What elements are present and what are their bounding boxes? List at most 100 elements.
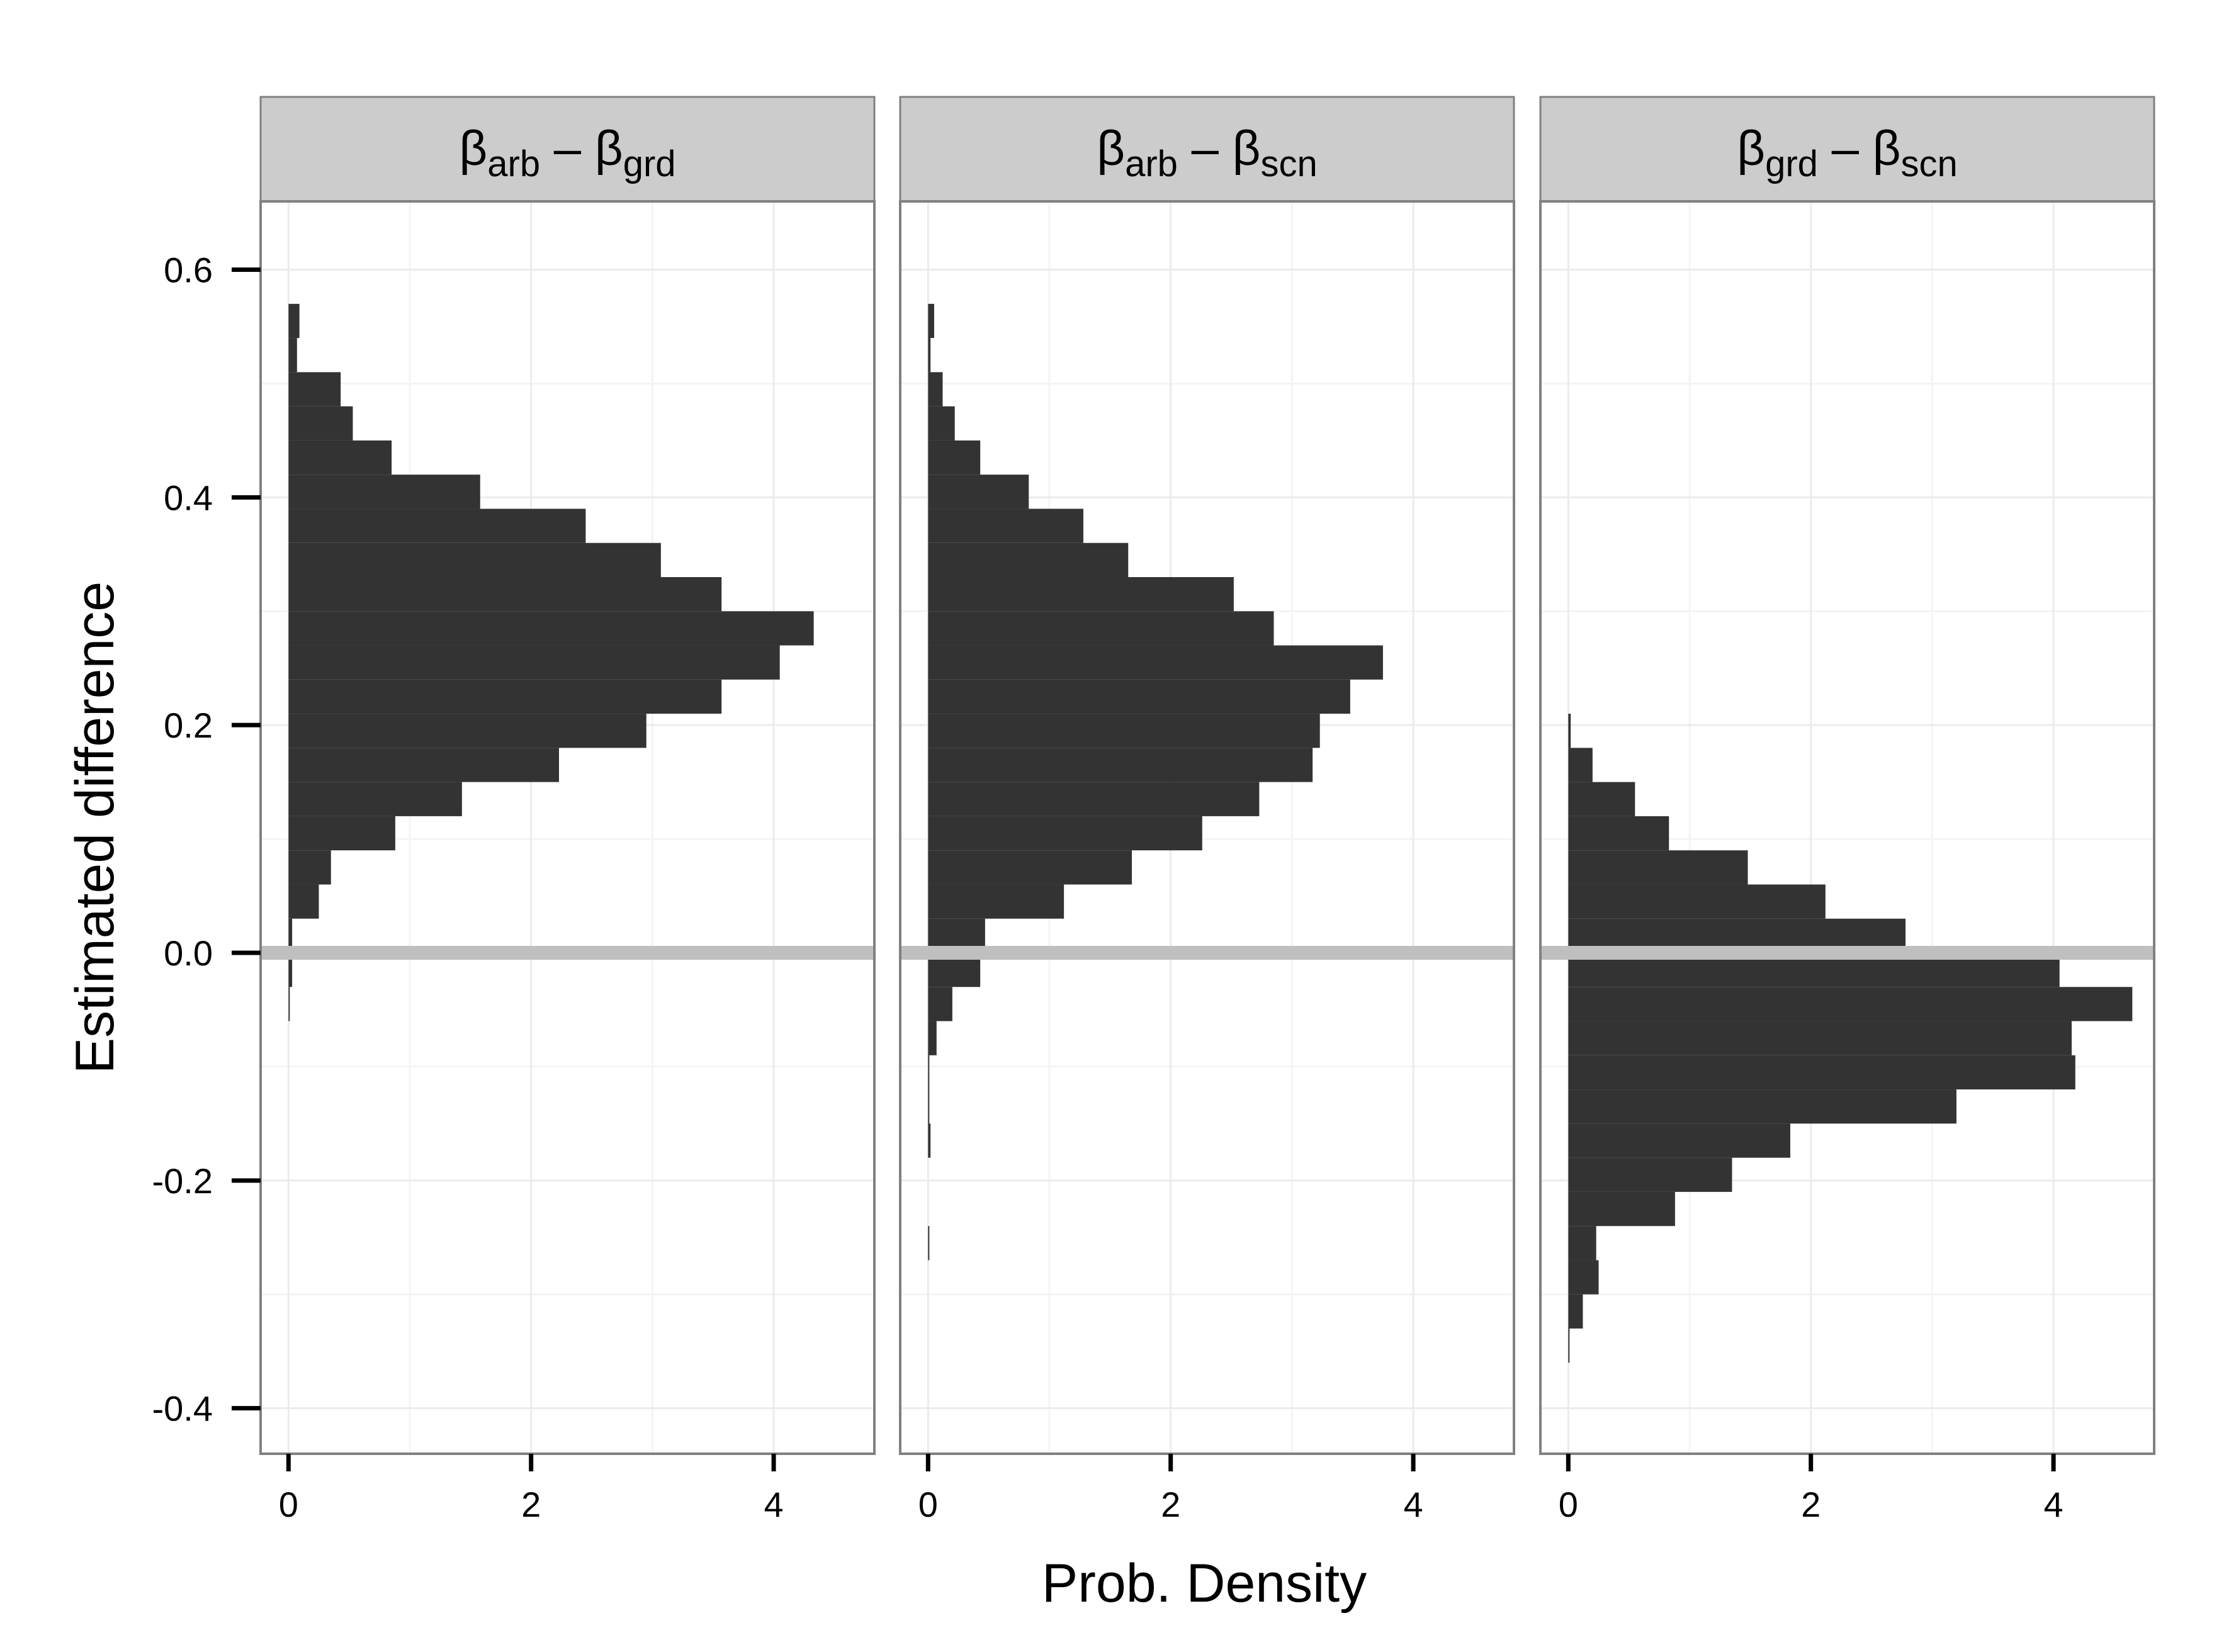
strip-symbol: β: [459, 120, 487, 176]
histogram-bar: [288, 372, 341, 407]
y-tick-label: -0.2: [152, 1161, 213, 1201]
histogram-bar: [1568, 816, 1669, 851]
histogram-bar: [288, 748, 560, 782]
y-axis: 0.6 0.4 0.2 0.0 -0.2 -0.4: [152, 250, 261, 1429]
histogram-bar: [288, 406, 353, 441]
histogram-bar: [928, 338, 931, 373]
histogram-bar: [928, 475, 1029, 509]
panel-strip: βarb – βgrd: [259, 96, 876, 203]
strip-subscript: grd: [623, 143, 676, 184]
histogram-bar: [288, 782, 462, 816]
histogram-bar: [288, 475, 480, 509]
histogram-bar: [928, 850, 1132, 885]
strip-subscript: arb: [1125, 143, 1178, 184]
histogram-bar: [288, 509, 586, 543]
strip-label: βgrd – βscn: [1737, 120, 1958, 184]
y-tick-label: 0.4: [164, 478, 213, 517]
strip-subscript: grd: [1765, 143, 1818, 184]
panel-strip: βgrd – βscn: [1539, 96, 2155, 203]
histogram-bar: [928, 303, 934, 339]
strip-symbol: β: [1737, 120, 1765, 176]
histogram-bar: [928, 372, 943, 407]
x-tick-label: 0: [918, 1485, 938, 1524]
histogram-bar: [288, 918, 293, 953]
histogram-bar: [928, 509, 1083, 543]
histogram-bar: [288, 884, 319, 919]
histogram-bar: [928, 679, 1350, 714]
histogram-bar: [928, 1226, 930, 1261]
y-axis-title: Estimated difference: [65, 582, 125, 1074]
x-tick-label: 2: [521, 1485, 541, 1524]
x-tick-label: 4: [1403, 1485, 1423, 1524]
histogram-bar: [1568, 884, 1826, 919]
histogram-bar: [928, 1055, 930, 1090]
histogram-bar: [288, 679, 722, 714]
panel-border: [899, 200, 1515, 1455]
histogram-bar: [1568, 1294, 1583, 1329]
histogram-bar: [928, 542, 1129, 577]
histogram-bar: [1568, 987, 2133, 1021]
histogram-bar: [928, 816, 1202, 851]
panel-2: βarb – βscn 0 2 4: [899, 96, 1515, 1524]
histogram-bar: [288, 577, 722, 612]
histogram-bar: [1568, 1260, 1599, 1295]
histogram-bar: [1568, 1157, 1732, 1192]
strip-subscript: arb: [487, 143, 540, 184]
panel-strip: βarb – βscn: [899, 96, 1515, 203]
histogram-bar: [1568, 1123, 1790, 1158]
histogram-bar: [288, 440, 392, 475]
strip-subscript: scn: [1901, 143, 1958, 184]
strip-symbol: β: [1873, 120, 1901, 176]
histogram-bar: [288, 850, 331, 885]
strip-background: [259, 96, 876, 203]
histogram-bar: [928, 987, 952, 1021]
histogram-bar: [288, 816, 395, 851]
histogram-bar: [928, 884, 1064, 919]
panel-border: [259, 200, 876, 1455]
histogram-bar: [288, 338, 297, 373]
histogram-bar: [928, 577, 1234, 612]
histogram-bar: [928, 440, 981, 475]
histogram-bar: [1568, 1055, 2075, 1090]
x-tick-label: 4: [764, 1485, 783, 1524]
strip-symbol: –: [1818, 120, 1873, 176]
histogram-bar: [288, 714, 647, 748]
histogram-bar: [288, 987, 290, 1021]
strip-symbol: β: [1097, 120, 1125, 176]
histogram-bar: [1568, 748, 1593, 782]
histogram-bar: [288, 645, 780, 680]
histogram-bar: [288, 953, 293, 987]
x-tick-label: 4: [2043, 1485, 2063, 1524]
histogram-bar: [928, 714, 1320, 748]
strip-background: [1539, 96, 2155, 203]
strip-subscript: scn: [1261, 143, 1318, 184]
histogram-bar: [928, 748, 1313, 782]
histogram-bar: [928, 611, 1274, 646]
histogram-bar: [1568, 1021, 2072, 1055]
histogram-bar: [1568, 714, 1571, 748]
x-tick-label: 0: [279, 1485, 298, 1524]
strip-symbol: –: [540, 120, 595, 176]
x-tick-label: 2: [1161, 1485, 1180, 1524]
x-tick-label: 0: [1559, 1485, 1578, 1524]
histogram-bar: [1568, 1191, 1675, 1227]
strip-label: βarb – βscn: [1097, 120, 1318, 184]
histogram-bar: [928, 782, 1260, 816]
strip-label: βarb – βgrd: [459, 120, 675, 184]
y-tick-label: -0.4: [152, 1389, 213, 1429]
histogram-bar: [928, 406, 955, 441]
x-axis-title: Prob. Density: [1042, 1553, 1367, 1614]
histogram-bar: [288, 303, 300, 339]
histogram-bar: [1568, 1329, 1570, 1363]
x-tick-label: 2: [1801, 1485, 1821, 1524]
histogram-bar: [1568, 850, 1748, 885]
y-tick-label: 0.6: [164, 250, 213, 290]
strip-symbol: β: [1233, 120, 1261, 176]
histogram-bar: [288, 611, 814, 646]
histogram-bar: [928, 1021, 937, 1055]
histogram-bar: [1568, 1089, 1956, 1124]
histogram-bar: [1568, 1226, 1596, 1261]
